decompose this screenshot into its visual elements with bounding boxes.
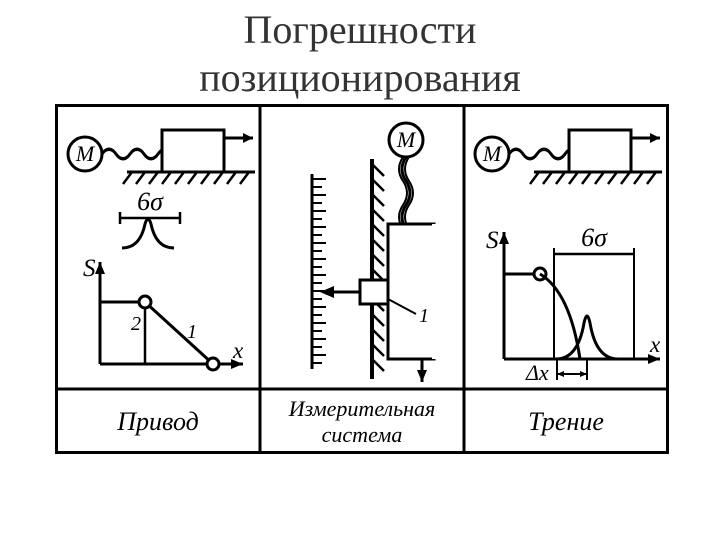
sigma-label: 6σ — [137, 187, 164, 216]
caption-friction: Трение — [528, 407, 604, 436]
caption-drive: Привод — [116, 407, 199, 436]
title-line-1: Погрешности — [0, 6, 720, 54]
sensor-label: 1 — [419, 305, 429, 327]
node-1-label: 1 — [187, 321, 197, 343]
caption-measure-2: система — [322, 422, 403, 447]
delta-label: Δx — [525, 360, 549, 385]
error-sources-figure: M — [55, 104, 669, 454]
x-axis-label: x — [232, 338, 244, 363]
y-axis-label: S — [486, 227, 499, 254]
motor-label: M — [482, 141, 503, 166]
title-line-2: позиционирования — [0, 54, 720, 102]
carriage-icon — [162, 130, 224, 172]
carriage-icon — [569, 130, 631, 172]
motor-label: M — [75, 141, 96, 166]
slide-body — [388, 224, 434, 359]
node-2 — [139, 296, 151, 308]
node-1 — [207, 358, 219, 370]
page-title: Погрешности позиционирования — [0, 0, 720, 102]
caption-measure-1: Измерительная — [288, 396, 436, 421]
motor-label: M — [396, 127, 417, 152]
y-axis-label: S — [83, 255, 96, 282]
sensor-icon — [360, 280, 388, 304]
x-axis-label: x — [649, 332, 661, 357]
node-2-label: 2 — [131, 313, 141, 335]
sigma-label: 6σ — [581, 223, 608, 252]
